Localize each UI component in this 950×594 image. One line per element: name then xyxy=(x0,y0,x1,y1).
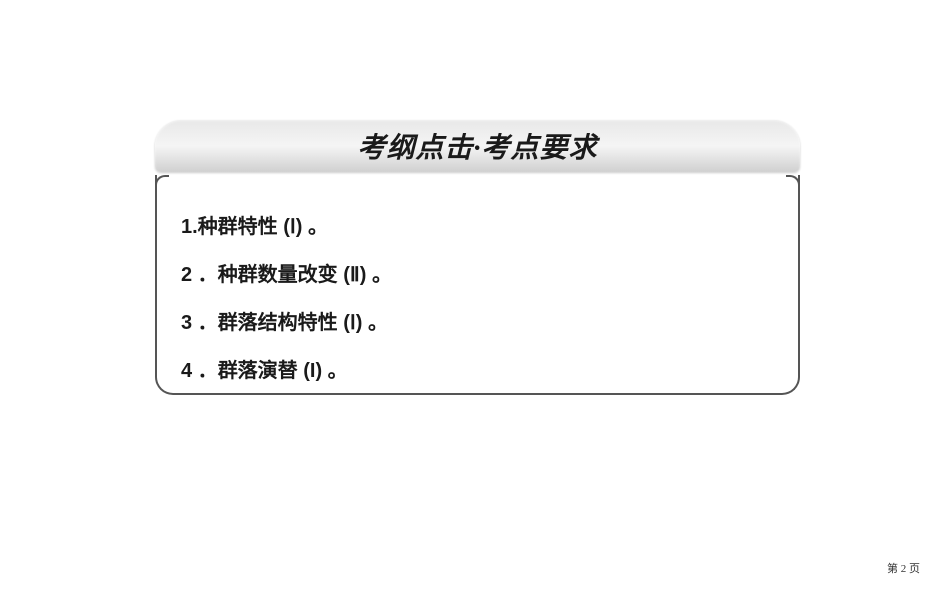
list-item: 4 ．群落演替 (I) 。 xyxy=(181,357,774,385)
item-text: 群落演替 (I) 。 xyxy=(218,360,348,382)
content-box: 1.种群特性 (Ⅰ) 。 2 ．种群数量改变 (Ⅱ) 。 3 ．群落结构特性 (… xyxy=(155,175,800,395)
item-number: 4 ． xyxy=(181,360,218,382)
header-title: 考纲点击·考点要求 xyxy=(357,126,597,166)
header-banner: 考纲点击·考点要求 xyxy=(155,120,800,172)
item-text: 种群数量改变 (Ⅱ) 。 xyxy=(218,264,392,286)
item-text: 种群特性 (Ⅰ) 。 xyxy=(198,216,328,238)
item-text: 群落结构特性 (Ⅰ) 。 xyxy=(218,312,388,334)
page-number: 第 2 页 xyxy=(887,560,920,576)
list-item: 2 ．种群数量改变 (Ⅱ) 。 xyxy=(181,261,774,289)
list-item: 1.种群特性 (Ⅰ) 。 xyxy=(181,213,774,241)
item-number: 3 ． xyxy=(181,312,218,334)
item-number: 2 ． xyxy=(181,264,218,286)
list-item: 3 ．群落结构特性 (Ⅰ) 。 xyxy=(181,309,774,337)
item-number: 1. xyxy=(181,216,198,238)
